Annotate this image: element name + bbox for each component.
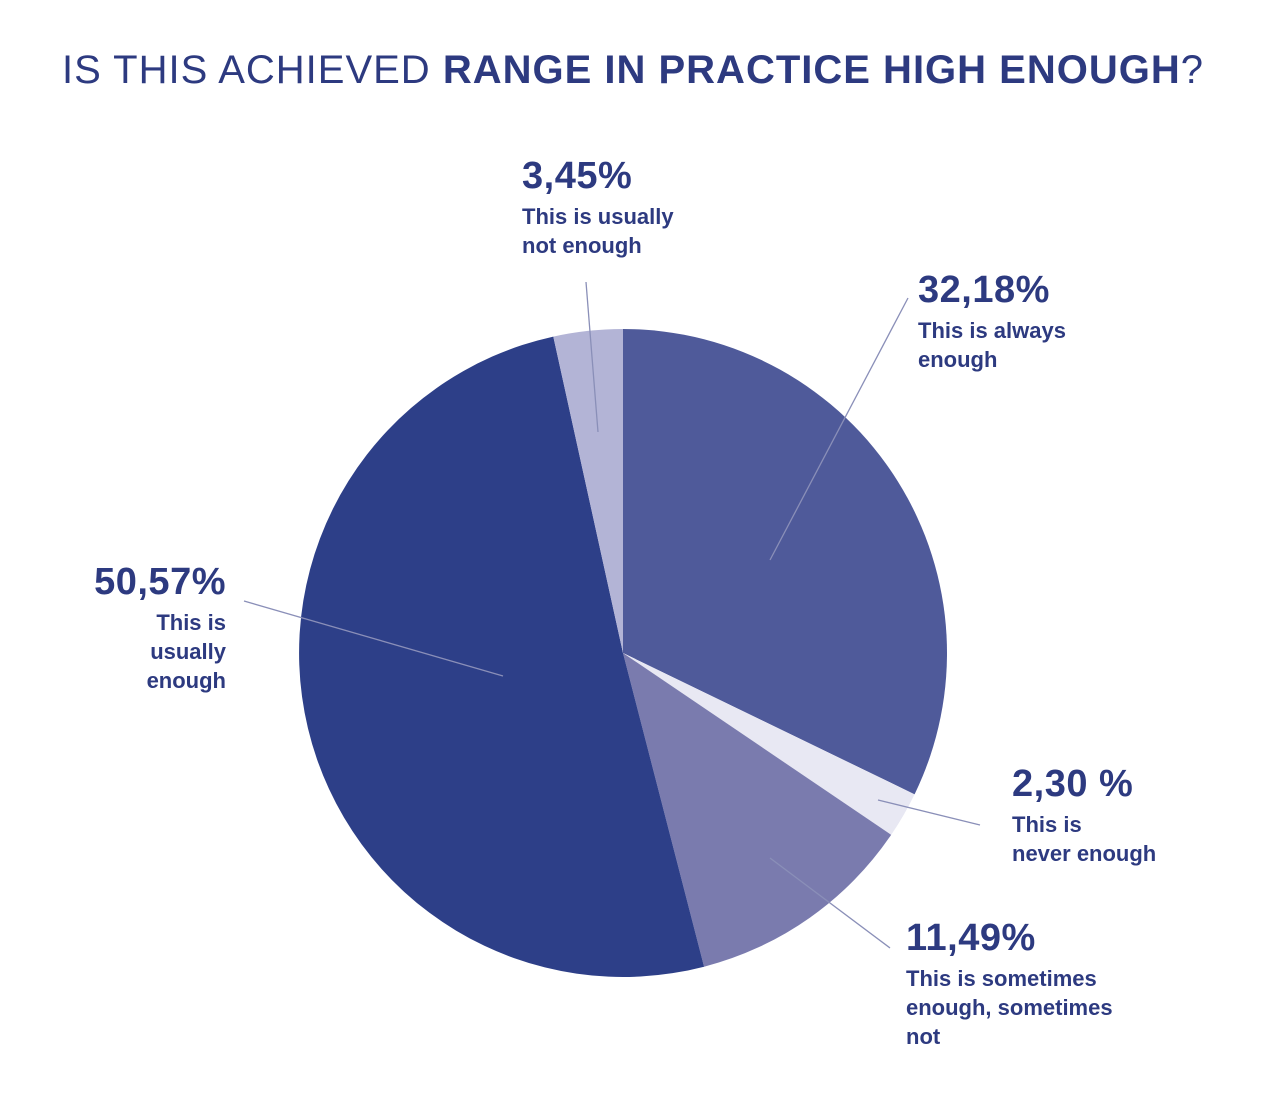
label-never-desc: This is never enough (1012, 810, 1156, 868)
label-usually-not-line2: not enough (522, 233, 642, 258)
leader-line-always-enough (769, 297, 909, 561)
leader-line-usually-enough (243, 600, 504, 677)
label-always-enough: 32,18% This is always enough (918, 268, 1066, 374)
label-always-pct: 32,18% (918, 269, 1050, 311)
label-never-line1: This is (1012, 812, 1082, 837)
title-bold: RANGE IN PRACTICE HIGH ENOUGH (442, 48, 1181, 92)
label-sometimes-line3: not (906, 1024, 941, 1049)
label-always-desc: This is always enough (918, 316, 1066, 374)
label-never-pct: 2,30 % (1012, 763, 1134, 805)
label-never-enough: 2,30 % This is never enough (1012, 762, 1156, 868)
label-sometimes-line1: This is sometimes (906, 966, 1097, 991)
label-usually-not-line1: This is usually (522, 204, 674, 229)
label-sometimes-line2: enough, sometimes (906, 995, 1113, 1020)
label-always-line1: This is always (918, 318, 1066, 343)
label-usually-line1: This is (156, 610, 226, 635)
label-usually-line3: enough (146, 668, 226, 693)
label-always-line2: enough (918, 347, 998, 372)
title-light: IS THIS ACHIEVED (62, 48, 443, 92)
label-usually-pct: 50,57% (94, 561, 226, 603)
label-usually-line2: usually (150, 639, 226, 664)
label-usually-not-pct: 3,45% (522, 155, 633, 197)
chart-title: IS THIS ACHIEVED RANGE IN PRACTICE HIGH … (0, 48, 1266, 93)
label-usually-enough: 50,57% This is usually enough (94, 560, 226, 695)
label-sometimes-pct: 11,49% (906, 917, 1036, 959)
leader-line-never-enough (877, 799, 981, 826)
pie-slice-never-enough (623, 653, 915, 835)
title-end: ? (1180, 48, 1204, 92)
leader-lines (243, 281, 981, 949)
label-usually-not-enough: 3,45% This is usually not enough (522, 154, 674, 260)
label-sometimes-desc: This is sometimes enough, sometimes not (906, 964, 1113, 1051)
leader-line-usually-not-enough (585, 281, 599, 433)
label-sometimes-enough: 11,49% This is sometimes enough, sometim… (906, 916, 1113, 1051)
label-usually-desc: This is usually enough (94, 608, 226, 695)
label-usually-not-desc: This is usually not enough (522, 202, 674, 260)
pie-slice-usually-not-enough (553, 329, 623, 653)
leader-line-sometimes-enough (769, 857, 891, 949)
pie-slice-sometimes-enough (623, 653, 892, 967)
label-never-line2: never enough (1012, 841, 1157, 866)
pie-slice-always-enough (623, 329, 948, 795)
pie-slices (299, 329, 948, 977)
pie-slice-usually-enough (299, 336, 705, 977)
